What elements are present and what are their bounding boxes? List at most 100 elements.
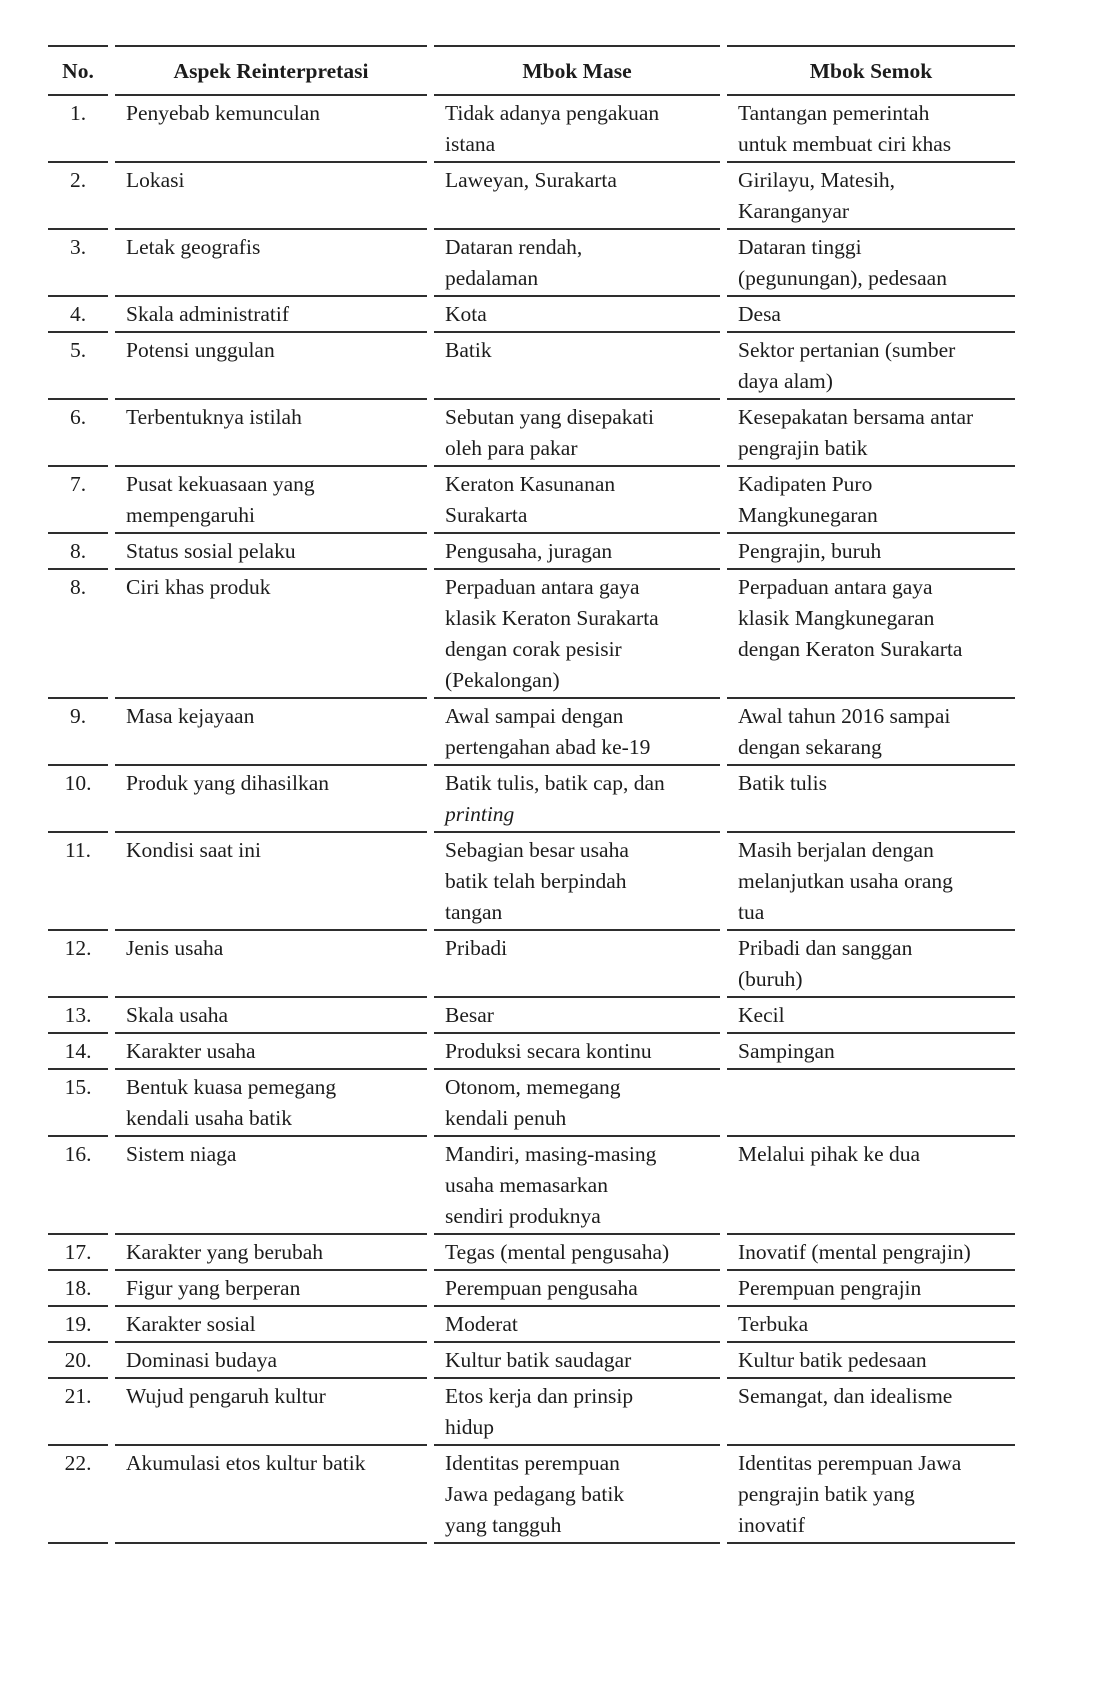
table-row: 22. Akumulasi etos kultur batik Identitas … — [48, 1446, 1015, 1544]
cell-semok: Semangat, dan idealisme — [727, 1379, 1015, 1446]
cell-semok — [727, 1070, 1015, 1137]
cell-aspek: Potensi unggulan — [115, 333, 427, 400]
header-semok: Mbok Semok — [727, 45, 1015, 96]
reinterpretation-table: No. Aspek Reinterpretasi Mbok Mase Mbok … — [41, 45, 1022, 1544]
cell-semok: Kadipaten Puro Mangkunegaran — [727, 467, 1015, 534]
cell-semok: Inovatif (mental pengrajin) — [727, 1235, 1015, 1271]
cell-semok: Awal tahun 2016 sampai dengan sekarang — [727, 699, 1015, 766]
cell-semok: Perpaduan antara gaya klasik Mangkunegar… — [727, 570, 1015, 699]
table-row: 8. Ciri khas produk Perpaduan antara gaya … — [48, 570, 1015, 699]
cell-semok: Girilayu, Matesih, Karanganyar — [727, 163, 1015, 230]
cell-aspek: Dominasi budaya — [115, 1343, 427, 1379]
cell-aspek: Letak geografis — [115, 230, 427, 297]
cell-no: 9. — [48, 699, 108, 766]
cell-no: 8. — [48, 570, 108, 699]
cell-no: 12. — [48, 931, 108, 998]
cell-aspek: Karakter usaha — [115, 1034, 427, 1070]
cell-semok: Melalui pihak ke dua — [727, 1137, 1015, 1235]
cell-mase: Batik tulis, batik cap, dan printing — [434, 766, 720, 833]
cell-aspek: Akumulasi etos kultur batik — [115, 1446, 427, 1544]
cell-mase: Mandiri, masing-masing usaha memasarkan … — [434, 1137, 720, 1235]
cell-aspek: Sistem niaga — [115, 1137, 427, 1235]
table-row: 19. Karakter sosial Moderat Terbuka — [48, 1307, 1015, 1343]
table-row: 1. Penyebab kemunculan Tidak adanya pengak… — [48, 96, 1015, 163]
cell-aspek: Kondisi saat ini — [115, 833, 427, 931]
cell-mase: Perempuan pengusaha — [434, 1271, 720, 1307]
cell-aspek: Jenis usaha — [115, 931, 427, 998]
table-row: 14. Karakter usaha Produksi secara kontinu… — [48, 1034, 1015, 1070]
table-row: 20. Dominasi budaya Kultur batik saudagar K… — [48, 1343, 1015, 1379]
table-row: 21. Wujud pengaruh kultur Etos kerja dan p… — [48, 1379, 1015, 1446]
cell-mase: Otonom, memegang kendali penuh — [434, 1070, 720, 1137]
cell-semok: Kesepakatan bersama antar pengrajin bati… — [727, 400, 1015, 467]
cell-no: 14. — [48, 1034, 108, 1070]
cell-no: 13. — [48, 998, 108, 1034]
table-row: 17. Karakter yang berubah Tegas (mental pe… — [48, 1235, 1015, 1271]
cell-mase: Tegas (mental pengusaha) — [434, 1235, 720, 1271]
table-row: 6. Terbentuknya istilah Sebutan yang disep… — [48, 400, 1015, 467]
table-row: 2. Lokasi Laweyan, Surakarta Girilayu, Mate… — [48, 163, 1015, 230]
table-row: 13. Skala usaha Besar Kecil — [48, 998, 1015, 1034]
cell-mase: Batik — [434, 333, 720, 400]
header-aspek: Aspek Reinterpretasi — [115, 45, 427, 96]
table-row: 10. Produk yang dihasilkan Batik tulis, ba… — [48, 766, 1015, 833]
cell-aspek: Karakter yang berubah — [115, 1235, 427, 1271]
header-row: No. Aspek Reinterpretasi Mbok Mase Mbok … — [48, 45, 1015, 96]
cell-no: 21. — [48, 1379, 108, 1446]
cell-semok: Masih berjalan dengan melanjutkan usaha … — [727, 833, 1015, 931]
cell-mase: Moderat — [434, 1307, 720, 1343]
cell-no: 19. — [48, 1307, 108, 1343]
table-row: 3. Letak geografis Dataran rendah, pedalam… — [48, 230, 1015, 297]
cell-no: 16. — [48, 1137, 108, 1235]
cell-no: 3. — [48, 230, 108, 297]
cell-semok: Sampingan — [727, 1034, 1015, 1070]
table-row: 16. Sistem niaga Mandiri, masing-masing us… — [48, 1137, 1015, 1235]
cell-semok: Terbuka — [727, 1307, 1015, 1343]
table-row: 12. Jenis usaha Pribadi Pribadi dan sanggan… — [48, 931, 1015, 998]
table-body: 1. Penyebab kemunculan Tidak adanya pengak… — [48, 96, 1015, 1544]
table-row: 9. Masa kejayaan Awal sampai dengan perten… — [48, 699, 1015, 766]
cell-semok: Desa — [727, 297, 1015, 333]
cell-mase: Pengusaha, juragan — [434, 534, 720, 570]
cell-semok: Sektor pertanian (sumber daya alam) — [727, 333, 1015, 400]
table-row: 18. Figur yang berperan Perempuan pengusah… — [48, 1271, 1015, 1307]
cell-mase: Sebagian besar usaha batik telah berpind… — [434, 833, 720, 931]
cell-aspek: Pusat kekuasaan yang mempengaruhi — [115, 467, 427, 534]
cell-semok: Tantangan pemerintah untuk membuat ciri … — [727, 96, 1015, 163]
cell-no: 7. — [48, 467, 108, 534]
cell-semok: Kecil — [727, 998, 1015, 1034]
cell-aspek: Karakter sosial — [115, 1307, 427, 1343]
cell-mase: Pribadi — [434, 931, 720, 998]
cell-mase: Laweyan, Surakarta — [434, 163, 720, 230]
cell-aspek: Lokasi — [115, 163, 427, 230]
cell-semok: Pribadi dan sanggan (buruh) — [727, 931, 1015, 998]
cell-mase: Produksi secara kontinu — [434, 1034, 720, 1070]
cell-no: 18. — [48, 1271, 108, 1307]
cell-semok: Dataran tinggi (pegunungan), pedesaan — [727, 230, 1015, 297]
cell-aspek: Produk yang dihasilkan — [115, 766, 427, 833]
cell-mase: Etos kerja dan prinsip hidup — [434, 1379, 720, 1446]
cell-aspek: Ciri khas produk — [115, 570, 427, 699]
table-row: 5. Potensi unggulan Batik Sektor pertanian … — [48, 333, 1015, 400]
cell-aspek: Skala administratif — [115, 297, 427, 333]
cell-mase: Tidak adanya pengakuan istana — [434, 96, 720, 163]
cell-mase: Kota — [434, 297, 720, 333]
cell-semok: Pengrajin, buruh — [727, 534, 1015, 570]
cell-mase: Awal sampai dengan pertengahan abad ke-1… — [434, 699, 720, 766]
cell-no: 20. — [48, 1343, 108, 1379]
cell-aspek: Penyebab kemunculan — [115, 96, 427, 163]
cell-aspek: Status sosial pelaku — [115, 534, 427, 570]
cell-mase: Keraton Kasunanan Surakarta — [434, 467, 720, 534]
cell-no: 6. — [48, 400, 108, 467]
cell-aspek: Figur yang berperan — [115, 1271, 427, 1307]
cell-mase: Perpaduan antara gaya klasik Keraton Sur… — [434, 570, 720, 699]
cell-semok: Kultur batik pedesaan — [727, 1343, 1015, 1379]
cell-no: 8. — [48, 534, 108, 570]
cell-aspek: Bentuk kuasa pemegang kendali usaha bati… — [115, 1070, 427, 1137]
header-no: No. — [48, 45, 108, 96]
table-row: 7. Pusat kekuasaan yang mempengaruhi Kerat… — [48, 467, 1015, 534]
cell-no: 4. — [48, 297, 108, 333]
cell-semok: Identitas perempuan Jawa pengrajin batik… — [727, 1446, 1015, 1544]
cell-semok: Batik tulis — [727, 766, 1015, 833]
